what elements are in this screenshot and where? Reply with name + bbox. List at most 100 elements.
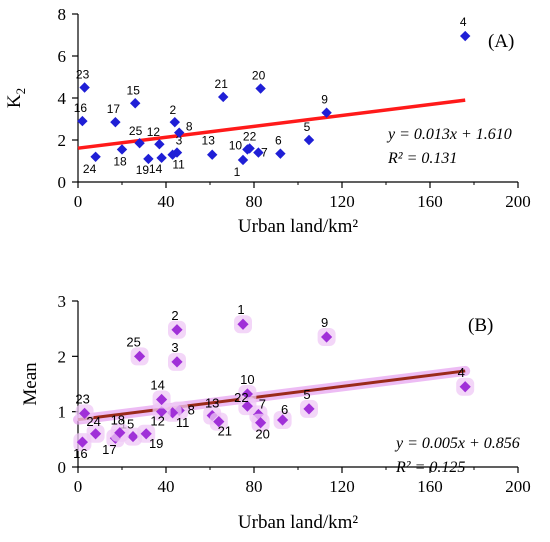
fit-r-squared: R² = 0.125 — [395, 459, 465, 476]
data-point-label: 6 — [281, 402, 288, 417]
x-tick-label: 80 — [246, 192, 263, 211]
y-tick-label: 1 — [58, 403, 67, 422]
data-point — [77, 115, 88, 127]
data-point-label: 14 — [150, 377, 164, 392]
data-point-label: 8 — [188, 403, 195, 418]
data-point — [303, 403, 315, 415]
data-point — [213, 416, 225, 428]
data-point-label: 2 — [169, 103, 176, 117]
data-point-label: 16 — [74, 101, 88, 115]
data-point — [134, 350, 146, 362]
data-point-label: 11 — [172, 158, 185, 172]
y-tick-label: 3 — [58, 292, 67, 311]
data-point-label: 22 — [234, 390, 248, 405]
data-point-label: 8 — [186, 120, 193, 134]
fit-r-squared: R² = 0.131 — [387, 150, 457, 167]
y-tick-label: 8 — [58, 5, 67, 24]
data-point-label: 1 — [234, 165, 241, 179]
data-point — [459, 381, 471, 393]
data-point — [90, 151, 101, 162]
data-point-label: 4 — [458, 365, 465, 380]
data-point-label: 18 — [113, 154, 127, 168]
y-tick-label: 0 — [58, 458, 67, 477]
data-point — [167, 149, 178, 160]
data-point-label: 13 — [205, 396, 219, 411]
data-point-label: 19 — [136, 163, 150, 177]
data-point — [140, 428, 152, 440]
y-tick-label: 2 — [58, 131, 67, 150]
data-point — [253, 147, 264, 158]
data-point-label: 6 — [275, 134, 282, 148]
y-tick-label: 2 — [58, 347, 67, 366]
x-tick-label: 120 — [329, 192, 355, 211]
data-point — [76, 436, 88, 448]
x-tick-label: 160 — [417, 192, 443, 211]
x-tick-label: 80 — [246, 477, 263, 496]
data-point — [134, 137, 145, 149]
x-tick-label: 160 — [417, 477, 443, 496]
data-point — [171, 324, 183, 336]
data-point — [255, 417, 267, 429]
data-point-label: 24 — [83, 162, 97, 176]
data-point-label: 10 — [240, 372, 254, 387]
data-point-label: 18 — [111, 413, 125, 428]
data-point-label: 21 — [215, 77, 229, 91]
data-point — [156, 406, 168, 418]
data-point — [169, 116, 180, 128]
data-point — [207, 149, 218, 160]
data-point-label: 16 — [73, 446, 87, 461]
data-point-label: 3 — [171, 340, 178, 355]
data-point — [130, 98, 141, 109]
data-point-label: 17 — [107, 102, 121, 116]
data-point-label: 2 — [171, 308, 178, 323]
x-tick-label: 200 — [505, 192, 531, 211]
data-point-label: 13 — [202, 134, 216, 148]
data-point-label: 22 — [243, 129, 257, 143]
data-point — [143, 153, 154, 165]
x-tick-label: 120 — [329, 477, 355, 496]
data-point-label: 25 — [126, 334, 140, 349]
data-point-label: 4 — [460, 15, 467, 29]
data-point — [114, 427, 126, 439]
data-point-label: 20 — [252, 69, 266, 83]
fit-line — [77, 98, 466, 150]
data-point — [154, 139, 165, 150]
data-point-label: 15 — [127, 83, 141, 97]
data-point-label: 5 — [303, 387, 310, 402]
data-point — [303, 134, 315, 146]
data-point-label: 23 — [75, 391, 89, 406]
y-tick-label: 6 — [58, 47, 67, 66]
data-point-label: 19 — [149, 436, 163, 451]
panel-label: (A) — [488, 31, 514, 52]
data-point — [321, 331, 333, 343]
data-point — [277, 414, 289, 426]
data-point-label: 24 — [86, 414, 100, 429]
data-point — [110, 116, 121, 128]
y-tick-label: 0 — [58, 173, 67, 192]
data-point-label: 11 — [176, 415, 190, 430]
data-point — [460, 30, 471, 42]
data-point-label: 21 — [218, 424, 232, 439]
x-tick-label: 40 — [158, 477, 175, 496]
y-axis-label: Mean — [20, 362, 41, 406]
fit-equation: y = 0.005x + 0.856 — [394, 435, 520, 452]
data-point — [255, 83, 266, 94]
data-point — [237, 318, 249, 330]
data-point — [244, 143, 255, 154]
data-point — [171, 356, 183, 368]
x-axis-label: Urban land/km² — [238, 216, 359, 237]
data-point-label: 23 — [76, 68, 90, 82]
data-point-label: 12 — [150, 414, 164, 429]
data-point — [241, 388, 253, 400]
data-point — [156, 393, 168, 406]
y-axis-label: K2 — [4, 88, 28, 108]
data-point-label: 14 — [149, 162, 163, 176]
data-point — [275, 148, 286, 159]
data-point — [156, 152, 167, 164]
data-point-label: 10 — [229, 138, 243, 152]
data-point — [218, 91, 229, 103]
x-tick-label: 0 — [74, 477, 83, 496]
x-tick-label: 0 — [74, 192, 83, 211]
